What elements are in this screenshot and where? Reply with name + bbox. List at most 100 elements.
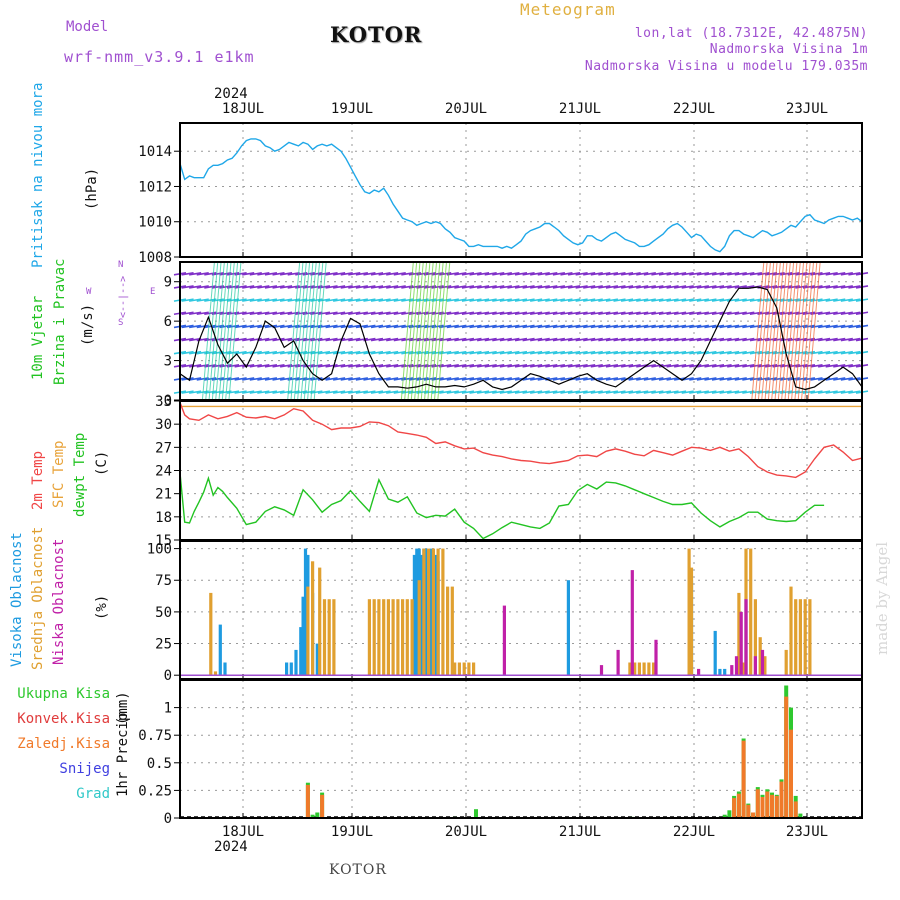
wind-barb bbox=[446, 390, 459, 394]
wind-barb bbox=[317, 272, 331, 276]
wind-barb bbox=[590, 350, 603, 355]
wind-barb bbox=[499, 324, 512, 329]
wind-barb bbox=[469, 324, 482, 329]
wind-barb bbox=[651, 390, 664, 394]
wind-barb bbox=[727, 377, 740, 381]
wind-barb bbox=[620, 285, 634, 289]
mid-bar bbox=[436, 548, 440, 676]
wind-barb bbox=[567, 298, 581, 302]
wind-barb bbox=[530, 311, 543, 316]
total-bar bbox=[722, 814, 727, 818]
wind-barb bbox=[734, 285, 747, 289]
wind-barb bbox=[749, 272, 763, 276]
wind-barb bbox=[704, 311, 717, 316]
wind-barb bbox=[620, 311, 634, 316]
grid_precip-bar bbox=[789, 729, 793, 818]
wind-barb bbox=[742, 337, 755, 342]
wind-barb bbox=[628, 324, 641, 329]
wind-barb bbox=[257, 364, 270, 368]
wind-barb bbox=[613, 324, 626, 329]
meteogram-title: Meteogram bbox=[520, 0, 616, 19]
wind-barb bbox=[674, 272, 687, 276]
wind-barb bbox=[226, 377, 240, 381]
wind-barb bbox=[530, 324, 543, 329]
wind-barb bbox=[848, 324, 861, 329]
wind-barb bbox=[764, 350, 778, 355]
x-tick-label-top: 23JUL bbox=[786, 101, 828, 117]
wind-barb bbox=[333, 311, 346, 316]
wind-barb bbox=[454, 390, 467, 394]
mid-bar bbox=[332, 599, 336, 676]
wind-barb bbox=[833, 311, 846, 316]
slp-line bbox=[179, 138, 863, 253]
wind-barb bbox=[666, 350, 679, 355]
wind-barb bbox=[522, 298, 535, 302]
y-tick-label: 33 bbox=[155, 394, 172, 410]
wind-barb bbox=[598, 311, 611, 316]
wind-barb bbox=[567, 337, 581, 342]
wind-barb bbox=[181, 364, 194, 368]
wind-barb bbox=[522, 364, 535, 368]
lonlat-text: lon,lat (18.7312E, 42.4875N) bbox=[634, 26, 868, 41]
x-tick-label-bottom: 21JUL bbox=[559, 824, 601, 840]
wind-barb bbox=[446, 377, 459, 381]
x-tick-label-top: 18JUL bbox=[222, 101, 264, 117]
wind-barb bbox=[348, 298, 361, 302]
wind-barb bbox=[598, 350, 611, 355]
wind-barb bbox=[378, 377, 391, 381]
wind-barb bbox=[242, 390, 255, 394]
wind-barb bbox=[219, 337, 232, 342]
high-bar bbox=[723, 668, 727, 676]
wind-barb bbox=[181, 350, 194, 355]
wind-barb bbox=[552, 364, 566, 368]
wind-barb bbox=[704, 364, 717, 368]
wind-hatch bbox=[807, 261, 821, 401]
wind-barb bbox=[242, 377, 255, 381]
mid-bar bbox=[417, 580, 421, 676]
wind-barb bbox=[196, 272, 209, 276]
wind-key-n: N bbox=[118, 260, 124, 270]
model-elevation-text: Nadmorska Visina u modelu 179.035m bbox=[584, 59, 868, 74]
wind-barb bbox=[764, 311, 778, 316]
wind-barb bbox=[590, 390, 603, 394]
wind-barb bbox=[393, 390, 406, 394]
wind-barb bbox=[537, 311, 550, 316]
wind-barb bbox=[401, 272, 414, 276]
low-bar bbox=[616, 649, 620, 676]
wind-barb bbox=[461, 390, 475, 394]
wind-barb bbox=[461, 350, 475, 355]
wind-barb bbox=[181, 285, 194, 289]
wind-barb bbox=[196, 285, 209, 289]
wind-barb bbox=[825, 298, 838, 302]
wind-barb bbox=[386, 298, 399, 302]
wind-barb bbox=[636, 337, 649, 342]
wind-barb bbox=[583, 350, 596, 355]
wind-barb bbox=[189, 298, 202, 302]
wind-barb bbox=[575, 350, 588, 355]
wind-barb bbox=[802, 298, 816, 302]
wind_speed-line bbox=[179, 286, 863, 391]
wind-barb bbox=[840, 337, 853, 342]
wind-barb bbox=[446, 298, 459, 302]
wind-hatch bbox=[221, 261, 235, 401]
wind-barb bbox=[742, 324, 755, 329]
wind-barb bbox=[719, 377, 732, 381]
wind-barb bbox=[469, 298, 482, 302]
mid-bar bbox=[652, 662, 656, 676]
wind-barb bbox=[628, 364, 641, 368]
wind-barb bbox=[317, 324, 331, 329]
x-tick-label-bottom: 19JUL bbox=[331, 824, 373, 840]
high-bar bbox=[315, 643, 319, 676]
wind-barb bbox=[674, 390, 687, 394]
wind-barb bbox=[742, 364, 755, 368]
wind-barb bbox=[530, 350, 543, 355]
wind-barb bbox=[696, 272, 709, 276]
wind-barb bbox=[651, 285, 664, 289]
total-bar bbox=[798, 813, 803, 818]
wind-barb bbox=[817, 364, 831, 368]
wind-barb bbox=[696, 377, 709, 381]
wind-barb bbox=[219, 377, 232, 381]
wind-barb bbox=[226, 298, 240, 302]
wind-hatch bbox=[764, 261, 778, 401]
wind-barb bbox=[446, 324, 459, 329]
